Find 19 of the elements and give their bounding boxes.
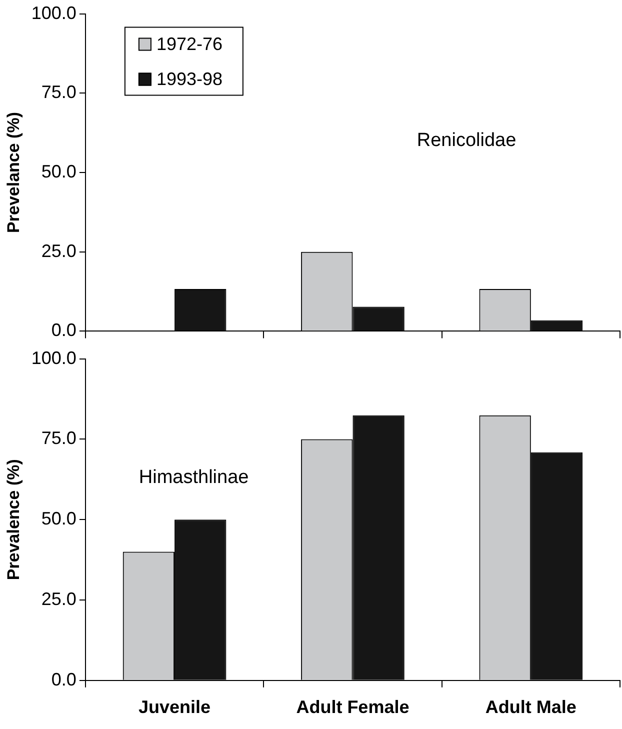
x-tick-label: Juvenile [138, 697, 211, 718]
legend-label: 1993-98 [156, 68, 223, 89]
y-tick-label: 25.0 [41, 588, 76, 609]
y-axis-title: Prevalence (%) [4, 459, 23, 580]
y-tick-label: 0.0 [51, 669, 76, 690]
y-tick-label: 100.0 [31, 2, 76, 23]
y-tick-label: 75.0 [41, 82, 76, 102]
y-tick-label: 50.0 [41, 508, 76, 529]
x-tick-label: Adult Female [296, 697, 410, 718]
y-axis-title: Prevelance (%) [4, 112, 23, 233]
y-tick-label: 25.0 [41, 240, 76, 261]
y-tick-label: 100.0 [31, 348, 76, 368]
y-tick-label: 0.0 [51, 320, 76, 340]
y-tick-label: 50.0 [41, 161, 76, 182]
legend-label: 1972-76 [156, 34, 223, 54]
x-tick-label: Adult Male [485, 697, 576, 718]
annotation: Himasthlinae [138, 467, 249, 488]
annotation: Renicolidae [416, 130, 516, 151]
y-tick-label: 75.0 [41, 428, 76, 448]
